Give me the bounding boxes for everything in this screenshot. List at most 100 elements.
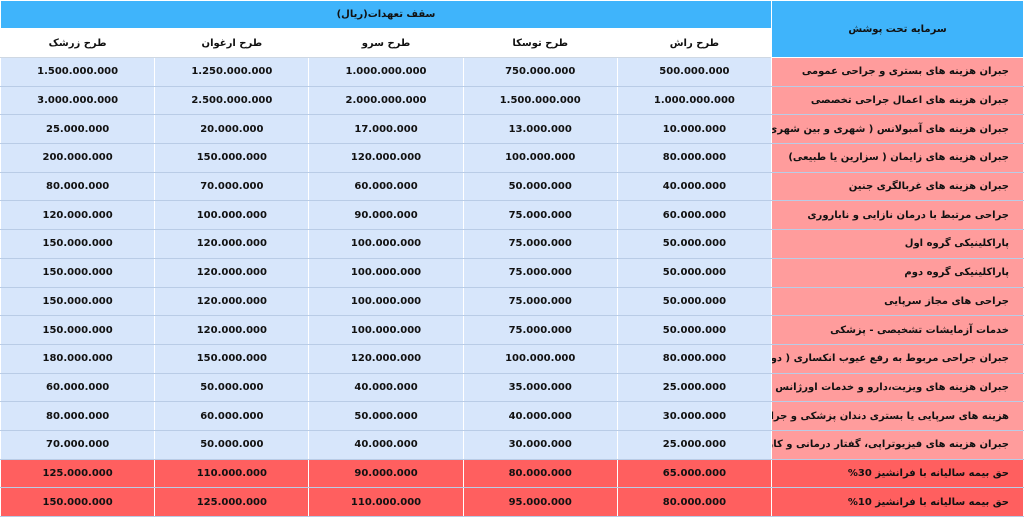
coverage-amount: 50.000.000 <box>308 401 464 431</box>
table-row: جبران جراحی مربوط به رفع عیوب انکساری ( … <box>0 343 1024 374</box>
coverage-amount: 50.000.000 <box>616 315 773 345</box>
plan-name: طرح راش <box>616 28 773 58</box>
coverage-amount: 60.000.000 <box>154 401 310 431</box>
coverage-amount: 750.000.000 <box>462 57 618 87</box>
coverage-amount: 60.000.000 <box>308 171 464 202</box>
coverage-amount: 75.000.000 <box>462 229 618 259</box>
coverage-amount: 50.000.000 <box>154 429 310 460</box>
coverage-amount: 150.000.000 <box>0 286 156 317</box>
coverage-amount: 120.000.000 <box>154 229 310 259</box>
coverage-amount: 120.000.000 <box>0 200 156 231</box>
coverage-amount: 100.000.000 <box>462 343 618 374</box>
coverage-amount: 2.000.000.000 <box>308 85 464 116</box>
coverage-amount: 40.000.000 <box>462 401 618 431</box>
row-header: سرمایه تحت پوشش <box>771 0 1024 58</box>
coverage-amount: 35.000.000 <box>462 372 618 403</box>
coverage-amount: 100.000.000 <box>154 200 310 231</box>
coverage-amount: 50.000.000 <box>616 286 773 317</box>
coverage-amount: 110.000.000 <box>154 458 310 489</box>
coverage-amount: 60.000.000 <box>616 200 773 231</box>
coverage-label: جبران هزینه های فیزیوتراپی، گفتار درمانی… <box>771 429 1024 460</box>
table-row: جبران هزینه های غربالگری جنین 40.000.000 5… <box>0 171 1024 202</box>
coverage-amount: 1.500.000.000 <box>462 85 618 116</box>
coverage-amount: 100.000.000 <box>462 143 618 173</box>
coverage-amount: 25.000.000 <box>0 114 156 145</box>
coverage-amount: 125.000.000 <box>0 458 156 489</box>
coverage-amount: 70.000.000 <box>154 171 310 202</box>
table-row: جبران هزینه های زایمان ( سزارین یا طبیعی… <box>0 143 1024 173</box>
coverage-amount: 50.000.000 <box>616 229 773 259</box>
coverage-amount: 20.000.000 <box>154 114 310 145</box>
coverage-amount: 100.000.000 <box>308 229 464 259</box>
coverage-amount: 1.000.000.000 <box>308 57 464 87</box>
coverage-label: پاراکلینیکی گروه دوم <box>771 257 1024 288</box>
coverage-amount: 25.000.000 <box>616 429 773 460</box>
coverage-amount: 30.000.000 <box>616 401 773 431</box>
plan-name: طرح زرشک <box>0 28 156 58</box>
coverage-amount: 150.000.000 <box>154 143 310 173</box>
coverage-label: جبران هزینه های آمبولانس ( شهری و بین شه… <box>771 114 1024 145</box>
coverage-amount: 80.000.000 <box>0 171 156 202</box>
coverage-amount: 100.000.000 <box>308 257 464 288</box>
coverage-amount: 120.000.000 <box>308 343 464 374</box>
coverage-amount: 150.000.000 <box>0 257 156 288</box>
table-row: حق بیمه سالیانه با فرانشیز 10% 80.000.000… <box>0 487 1024 517</box>
plan-name: طرح سرو <box>308 28 464 58</box>
coverage-amount: 120.000.000 <box>154 286 310 317</box>
coverage-amount: 80.000.000 <box>616 487 773 517</box>
coverage-amount: 150.000.000 <box>0 315 156 345</box>
coverage-amount: 75.000.000 <box>462 200 618 231</box>
coverage-amount: 13.000.000 <box>462 114 618 145</box>
coverage-amount: 30.000.000 <box>462 429 618 460</box>
coverage-label: جراحی های مجاز سرپایی <box>771 286 1024 317</box>
coverage-amount: 150.000.000 <box>0 229 156 259</box>
coverage-amount: 10.000.000 <box>616 114 773 145</box>
table-row: جبران هزینه های اعمال جراحی تخصصی 1.000.0… <box>0 85 1024 116</box>
plan-name: طرح توسکا <box>462 28 618 58</box>
coverage-label: جبران هزینه های غربالگری جنین <box>771 171 1024 202</box>
coverage-amount: 95.000.000 <box>462 487 618 517</box>
coverage-label: هزینه های سرپایی یا بستری دندان پزشکی و … <box>771 401 1024 431</box>
coverage-amount: 60.000.000 <box>0 372 156 403</box>
table-row: جراحی مرتبط با درمان نازایی و ناباروری 60… <box>0 200 1024 231</box>
coverage-amount: 50.000.000 <box>154 372 310 403</box>
coverage-amount: 75.000.000 <box>462 286 618 317</box>
coverage-label: جراحی مرتبط با درمان نازایی و ناباروری <box>771 200 1024 231</box>
coverage-label: حق بیمه سالیانه با فرانشیز 30% <box>771 458 1024 489</box>
coverage-amount: 1.250.000.000 <box>154 57 310 87</box>
coverage-label: خدمات آزمایشات تشخیصی - پزشکی <box>771 315 1024 345</box>
plan-name: طرح ارغوان <box>154 28 310 58</box>
table-title: سقف تعهدات(ریال) <box>0 0 772 29</box>
coverage-amount: 180.000.000 <box>0 343 156 374</box>
coverage-amount: 65.000.000 <box>616 458 773 489</box>
coverage-label: حق بیمه سالیانه با فرانشیز 10% <box>771 487 1024 517</box>
coverage-amount: 90.000.000 <box>308 458 464 489</box>
coverage-amount: 75.000.000 <box>462 315 618 345</box>
table-row: جبران هزینه های بستری و جراحی عمومی 500.0… <box>0 57 1024 87</box>
coverage-amount: 1.000.000.000 <box>616 85 773 116</box>
coverage-amount: 40.000.000 <box>616 171 773 202</box>
table-row: پاراکلینیکی گروه دوم 50.000.000 75.000.000… <box>0 257 1024 288</box>
coverage-amount: 25.000.000 <box>616 372 773 403</box>
coverage-amount: 70.000.000 <box>0 429 156 460</box>
coverage-amount: 125.000.000 <box>154 487 310 517</box>
coverage-amount: 80.000.000 <box>0 401 156 431</box>
coverage-amount: 17.000.000 <box>308 114 464 145</box>
coverage-amount: 2.500.000.000 <box>154 85 310 116</box>
coverage-amount: 3.000.000.000 <box>0 85 156 116</box>
coverage-amount: 100.000.000 <box>308 286 464 317</box>
coverage-amount: 80.000.000 <box>462 458 618 489</box>
coverage-amount: 100.000.000 <box>308 315 464 345</box>
coverage-amount: 120.000.000 <box>154 257 310 288</box>
coverage-amount: 50.000.000 <box>616 257 773 288</box>
coverage-amount: 80.000.000 <box>616 343 773 374</box>
coverage-amount: 150.000.000 <box>0 487 156 517</box>
coverage-label: پاراکلینیکی گروه اول <box>771 229 1024 259</box>
coverage-amount: 80.000.000 <box>616 143 773 173</box>
coverage-amount: 1.500.000.000 <box>0 57 156 87</box>
coverage-amount: 75.000.000 <box>462 257 618 288</box>
coverage-amount: 200.000.000 <box>0 143 156 173</box>
coverage-amount: 50.000.000 <box>462 171 618 202</box>
table-row: جبران هزینه های ویزیت،دارو و خدمات اورژا… <box>0 372 1024 403</box>
